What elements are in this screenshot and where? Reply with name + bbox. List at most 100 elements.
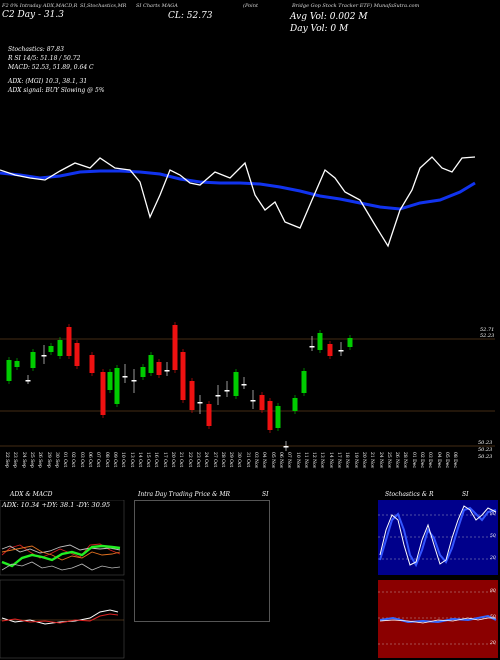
date-label: 29 Sep bbox=[45, 452, 51, 468]
candle-body bbox=[57, 340, 63, 356]
price-axis-bottom1: 50.23 bbox=[478, 440, 493, 446]
rsi-level-20: 20 bbox=[490, 641, 496, 646]
date-label: 03 Oct bbox=[78, 452, 84, 468]
date-label: 06 Nov bbox=[277, 452, 283, 469]
rsi-level-50: 50 bbox=[490, 615, 496, 620]
intraday-panel-title: Intra Day Trading Price & MR bbox=[138, 491, 231, 498]
candle-body bbox=[6, 360, 12, 381]
candle-body bbox=[275, 406, 281, 428]
date-label: 22 Sep bbox=[4, 452, 9, 468]
date-label: 16 Oct bbox=[153, 452, 159, 468]
candle-body bbox=[30, 352, 36, 368]
date-label: 24 Sep bbox=[20, 452, 26, 468]
date-label: 10 Nov bbox=[294, 452, 300, 469]
candle-body bbox=[317, 333, 323, 350]
header-title-4: (Point bbox=[243, 3, 258, 9]
candle-body bbox=[215, 395, 221, 397]
candle-body bbox=[309, 346, 315, 348]
date-label: 05 Dec bbox=[443, 452, 449, 468]
date-label: 01 Dec bbox=[410, 452, 416, 468]
date-label: 27 Oct bbox=[211, 452, 217, 468]
date-label: 13 Nov bbox=[319, 452, 325, 469]
candle-body bbox=[48, 346, 54, 352]
date-label: 01 Oct bbox=[62, 452, 68, 468]
date-label: 02 Dec bbox=[419, 452, 424, 468]
date-label: 04 Nov bbox=[261, 452, 267, 469]
intraday-panel bbox=[134, 500, 270, 622]
date-label: 22 Oct bbox=[186, 452, 192, 468]
date-label: 14 Nov bbox=[327, 452, 333, 469]
adx-signal: ADX signal: BUY Slowing @ 5% bbox=[8, 87, 105, 94]
stoch-level-80: 80 bbox=[490, 512, 496, 517]
date-label: 24 Oct bbox=[203, 452, 209, 468]
candle-body bbox=[301, 371, 307, 393]
date-label: 15 Oct bbox=[145, 452, 151, 468]
price-axis-bottom2: 50.23 bbox=[478, 447, 493, 453]
date-label: 07 Oct bbox=[95, 452, 101, 468]
candle-body bbox=[347, 338, 353, 347]
date-label: 18 Nov bbox=[344, 452, 350, 469]
candle-body bbox=[131, 380, 137, 382]
date-label: 13 Oct bbox=[128, 452, 134, 468]
date-label: 03 Dec bbox=[427, 452, 433, 468]
candle-body bbox=[259, 395, 265, 410]
candle-body bbox=[122, 376, 128, 378]
date-label: 28 Nov bbox=[402, 452, 408, 469]
price-line-chart bbox=[0, 156, 476, 248]
rsi-value: R SI 14/5: 51.18 / 50.72 bbox=[8, 55, 81, 62]
candle-body bbox=[338, 350, 344, 352]
date-label: 03 Nov bbox=[253, 452, 258, 469]
date-label: 19 Nov bbox=[352, 452, 358, 469]
candles-group bbox=[6, 322, 353, 451]
candle-body bbox=[156, 362, 162, 375]
date-label: 02 Oct bbox=[70, 452, 76, 468]
date-label: 20 Oct bbox=[170, 452, 175, 468]
candle-body bbox=[267, 401, 273, 430]
intraday-panel-suffix: SI bbox=[262, 491, 269, 498]
date-label: 17 Oct bbox=[161, 452, 167, 468]
candle-body bbox=[224, 390, 230, 392]
candle-body bbox=[41, 355, 47, 357]
candle-body bbox=[100, 372, 106, 415]
date-label: 09 Oct bbox=[111, 452, 117, 468]
candle-body bbox=[292, 398, 298, 411]
candle-body bbox=[189, 381, 195, 410]
candle-body bbox=[206, 404, 212, 426]
header-title-5: Bridge Gop Stock Tracker ETF) MunafaSutr… bbox=[292, 3, 420, 9]
candle-body bbox=[180, 352, 186, 400]
header-line: F2 0% Intraday ADX,MACD,R bbox=[2, 3, 77, 9]
date-label: 12 Nov bbox=[311, 452, 317, 469]
date-label: 05 Nov bbox=[269, 452, 275, 469]
date-label: 11 Nov bbox=[302, 452, 308, 469]
candle-body bbox=[241, 384, 247, 386]
date-label: 23 Oct bbox=[194, 452, 200, 468]
stoch-panel bbox=[378, 500, 498, 658]
price-axis-top: 52.71 bbox=[480, 327, 495, 333]
date-label: 24 Nov bbox=[377, 452, 383, 469]
candle-body bbox=[283, 446, 289, 448]
date-label: 30 Sep bbox=[53, 452, 59, 468]
header-title-2: SI,Stochastics,MR bbox=[80, 3, 127, 9]
candle-body bbox=[197, 402, 203, 404]
date-label: 25 Sep bbox=[28, 452, 34, 468]
date-label: 26 Sep bbox=[37, 452, 43, 468]
candle-body bbox=[66, 327, 72, 356]
candle-body bbox=[89, 355, 95, 373]
date-label: 28 Oct bbox=[219, 452, 225, 468]
avg-volume: Avg Vol: 0.002 M bbox=[290, 12, 368, 22]
rsi-level-80: 80 bbox=[490, 589, 496, 594]
price-axis-bottom3: 50.23 bbox=[478, 454, 493, 460]
candle-body bbox=[148, 355, 154, 373]
header-title-1: F2 0% Intraday ADX,MACD,R bbox=[2, 3, 78, 9]
adx-value: ADX: (MGI) 10.3, 38.1, 31 bbox=[8, 78, 88, 85]
date-label: 14 Oct bbox=[136, 452, 142, 468]
stoch-level-20: 20 bbox=[490, 556, 496, 561]
candle-body bbox=[164, 370, 170, 372]
date-label: 30 Oct bbox=[236, 452, 242, 468]
main-chart bbox=[0, 156, 495, 451]
candle-body bbox=[25, 380, 31, 382]
date-label: 21 Oct bbox=[178, 452, 184, 468]
header-title-3: SI Charts MAGA bbox=[136, 3, 178, 9]
candle-body bbox=[107, 372, 113, 390]
date-label: 17 Nov bbox=[336, 452, 341, 469]
